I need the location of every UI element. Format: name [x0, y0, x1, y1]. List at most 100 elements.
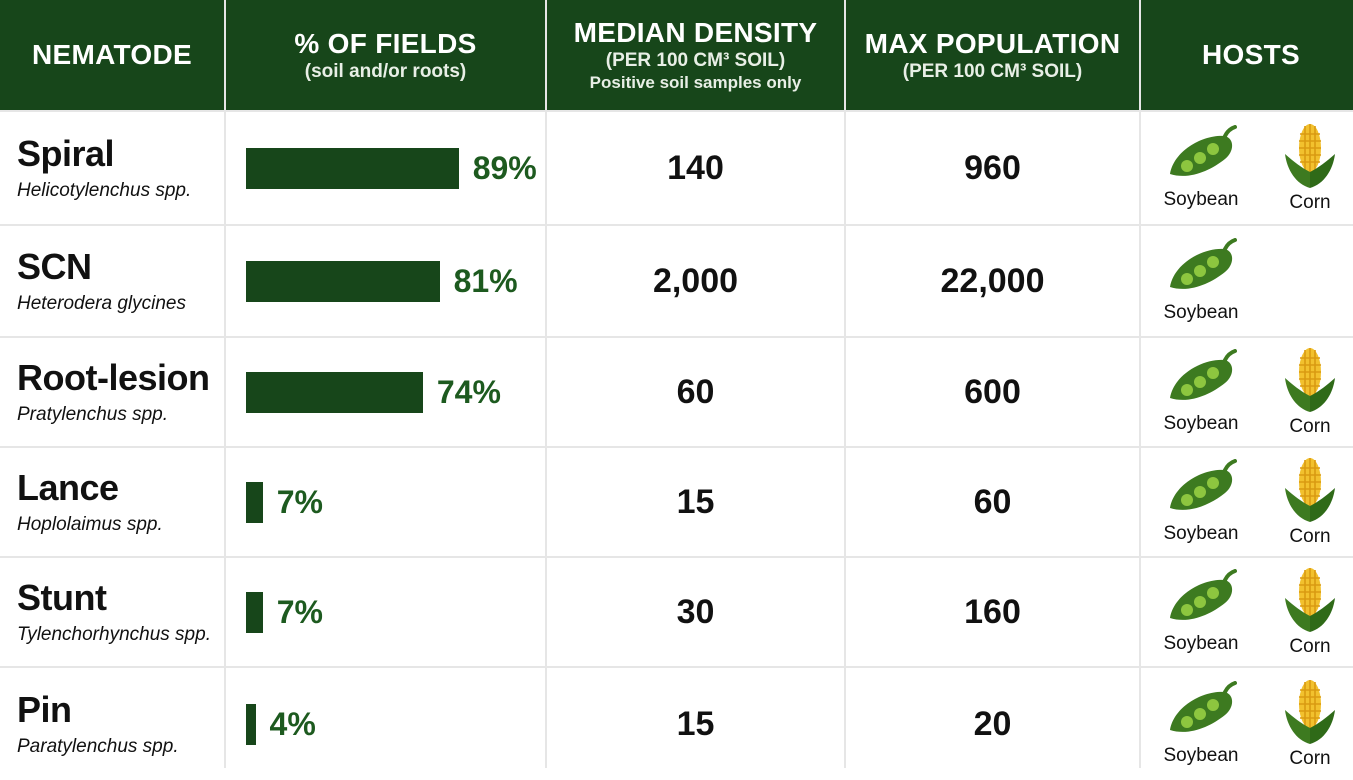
row-name-cell: Spiral Helicotylenchus spp. [0, 112, 224, 224]
percent-fields-cell: 7% [226, 448, 545, 556]
median-density-value: 140 [547, 112, 844, 224]
soybean-pod-icon [1165, 681, 1237, 743]
host-corn: Corn [1262, 112, 1353, 224]
host-soybean: Soybean [1153, 226, 1249, 336]
host-corn-label: Corn [1289, 636, 1331, 657]
percent-fields-cell: 7% [226, 558, 545, 666]
header-nematode-label: NEMATODE [31, 39, 193, 70]
host-soybean: Soybean [1153, 448, 1249, 556]
nematode-common-name: SCN [17, 246, 92, 287]
hosts-cell: Soybean Corn [1141, 558, 1353, 666]
median-density-value: 60 [547, 338, 844, 446]
host-soybean: Soybean [1153, 112, 1249, 224]
percent-label: 4% [269, 705, 316, 742]
median-density-value: 2,000 [547, 226, 844, 336]
host-soybean-label: Soybean [1163, 189, 1239, 210]
header-hosts-label: HOSTS [1202, 39, 1300, 70]
soybean-pod-icon [1165, 569, 1237, 631]
max-population-value: 22,000 [846, 226, 1139, 336]
header-density: MEDIAN DENSITY (PER 100 CM³ SOIL) Positi… [547, 0, 844, 110]
nematode-scientific-name: Heterodera glycines [17, 293, 186, 314]
host-soybean: Soybean [1153, 338, 1249, 446]
corn-cob-icon [1282, 678, 1338, 746]
hosts-cell: Soybean Corn [1141, 112, 1353, 224]
nematode-common-name: Stunt [17, 577, 107, 618]
percent-fields-cell: 81% [226, 226, 545, 336]
max-population-value: 960 [846, 112, 1139, 224]
host-soybean-label: Soybean [1163, 413, 1239, 434]
nematode-scientific-name: Helicotylenchus spp. [17, 180, 192, 201]
median-density-value: 15 [547, 448, 844, 556]
header-max: MAX POPULATION (PER 100 CM³ SOIL) [846, 0, 1139, 110]
soybean-pod-icon [1165, 125, 1237, 187]
percent-bar [246, 260, 440, 302]
header-nematode: NEMATODE [0, 0, 224, 110]
soybean-pod-icon [1165, 459, 1237, 521]
percent-label: 7% [276, 483, 323, 520]
header-density-label: MEDIAN DENSITY [573, 16, 818, 48]
percent-fields-cell: 89% [226, 112, 545, 224]
host-soybean-label: Soybean [1163, 745, 1239, 766]
hosts-cell: Soybean Corn [1141, 668, 1353, 780]
max-population-value: 60 [846, 448, 1139, 556]
row-name-cell: Root-lesion Pratylenchus spp. [0, 338, 224, 446]
nematode-common-name: Spiral [17, 133, 115, 174]
percent-label: 89% [472, 149, 537, 186]
max-population-value: 20 [846, 668, 1139, 780]
header-hosts: HOSTS [1141, 0, 1353, 110]
host-corn-label: Corn [1289, 526, 1331, 547]
host-corn-label: Corn [1289, 416, 1331, 437]
hosts-cell: Soybean Corn [1141, 338, 1353, 446]
percent-bar [246, 703, 256, 745]
header-fields-sub: (soil and/or roots) [304, 60, 467, 82]
hosts-cell: Soybean Corn [1141, 448, 1353, 556]
max-population-value: 160 [846, 558, 1139, 666]
header-max-label: MAX POPULATION [864, 27, 1121, 59]
soybean-pod-icon [1165, 349, 1237, 411]
nematode-common-name: Pin [17, 689, 72, 730]
corn-cob-icon [1282, 456, 1338, 524]
host-corn: Corn [1262, 668, 1353, 780]
median-density-value: 15 [547, 668, 844, 780]
nematode-scientific-name: Tylenchorhynchus spp. [17, 624, 211, 645]
host-corn: Corn [1262, 448, 1353, 556]
median-density-value: 30 [547, 558, 844, 666]
host-corn-label: Corn [1289, 192, 1331, 213]
nematode-common-name: Root-lesion [17, 357, 210, 398]
percent-bar [246, 591, 263, 633]
header-fields-label: % OF FIELDS [294, 27, 477, 59]
host-soybean-label: Soybean [1163, 523, 1239, 544]
nematode-scientific-name: Pratylenchus spp. [17, 404, 169, 425]
percent-label: 81% [453, 262, 518, 299]
host-soybean: Soybean [1153, 668, 1249, 780]
row-name-cell: Pin Paratylenchus spp. [0, 668, 224, 780]
header-fields: % OF FIELDS (soil and/or roots) [226, 0, 545, 110]
host-soybean-label: Soybean [1163, 633, 1239, 654]
host-soybean: Soybean [1153, 558, 1249, 666]
corn-cob-icon [1282, 566, 1338, 634]
percent-fields-cell: 74% [226, 338, 545, 446]
row-name-cell: Stunt Tylenchorhynchus spp. [0, 558, 224, 666]
percent-bar [246, 481, 263, 523]
header-max-sub: (PER 100 CM³ SOIL) [902, 60, 1083, 82]
row-name-cell: Lance Hoplolaimus spp. [0, 448, 224, 556]
percent-bar [246, 147, 459, 189]
percent-bar [246, 371, 423, 413]
hosts-cell: Soybean [1141, 226, 1353, 336]
nematode-scientific-name: Hoplolaimus spp. [17, 514, 163, 535]
nematode-common-name: Lance [17, 467, 119, 508]
soybean-pod-icon [1165, 238, 1237, 300]
corn-cob-icon [1282, 122, 1338, 190]
nematode-scientific-name: Paratylenchus spp. [17, 736, 179, 757]
percent-label: 74% [436, 373, 501, 410]
host-corn-label: Corn [1289, 748, 1331, 769]
host-corn: Corn [1262, 338, 1353, 446]
header-density-sub: (PER 100 CM³ SOIL) [605, 49, 786, 71]
percent-label: 7% [276, 593, 323, 630]
max-population-value: 600 [846, 338, 1139, 446]
row-name-cell: SCN Heterodera glycines [0, 226, 224, 336]
percent-fields-cell: 4% [226, 668, 545, 780]
host-corn: Corn [1262, 558, 1353, 666]
corn-cob-icon [1282, 346, 1338, 414]
